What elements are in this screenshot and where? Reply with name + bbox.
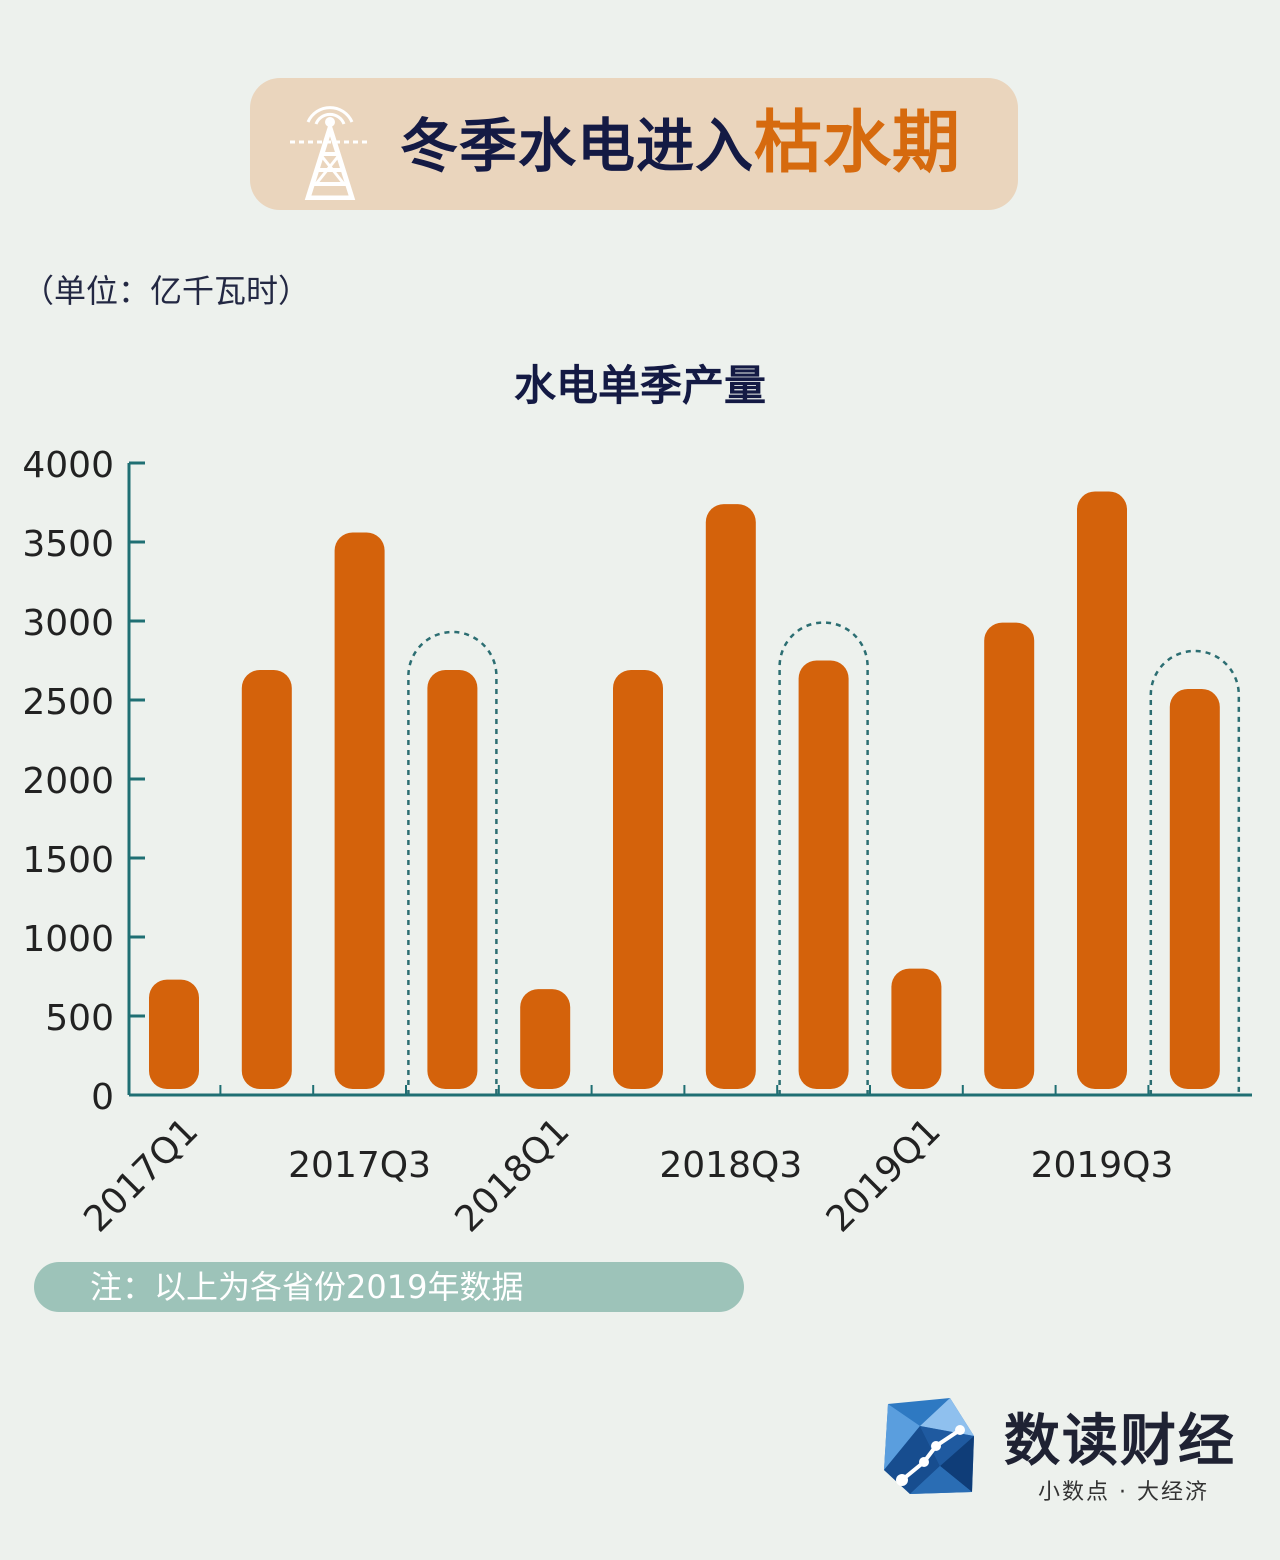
y-tick-label-0: 0: [91, 1077, 114, 1118]
x-tick-label-2017Q1: 2017Q1: [76, 1110, 206, 1240]
data-network-logo-icon: [884, 1398, 974, 1494]
y-tick-label-3000: 3000: [22, 603, 114, 644]
x-tick-label-2017Q3: 2017Q3: [288, 1145, 431, 1186]
bar-2018Q3: [705, 504, 756, 1089]
banner-title: 冬季水电进入枯水期: [400, 78, 961, 210]
brand-name: 数读财经: [1004, 1409, 1236, 1474]
brand-slogan: 小数点 · 大经济: [1038, 1480, 1209, 1505]
bar-2019Q4: [1169, 688, 1220, 1089]
y-tick-label-4000: 4000: [22, 445, 114, 486]
bar-2017Q1: [149, 979, 199, 1089]
x-tick-label-2019Q3: 2019Q3: [1031, 1145, 1174, 1186]
bar-2018Q4: [798, 660, 849, 1089]
bar-2017Q2: [241, 669, 292, 1089]
x-tick-label-2019Q1: 2019Q1: [819, 1110, 949, 1240]
brand-logo: 数读财经 小数点 · 大经济: [880, 1396, 1260, 1506]
y-tick-label-2000: 2000: [22, 761, 114, 802]
highlight-outline-2017Q4: [407, 630, 498, 1095]
x-tick-label-2018Q3: 2018Q3: [659, 1145, 802, 1186]
y-tick-label-1000: 1000: [22, 919, 114, 960]
footnote-text: 注：以上为各省份2019年数据: [90, 1268, 524, 1306]
banner-title-accent: 枯水期: [754, 104, 962, 183]
y-tick-label-3500: 3500: [22, 524, 114, 565]
bar-chart: 0 500 1000 1500 2000 2500 3000 3500 4000 2017Q1 20…: [22, 445, 1252, 1240]
highlight-outline-2018Q4: [778, 621, 869, 1095]
chart-title: 水电单季产量: [513, 361, 766, 410]
y-tick-label-1500: 1500: [22, 840, 114, 881]
footnote-pill: 注：以上为各省份2019年数据: [34, 1262, 744, 1312]
bar-2018Q2: [613, 669, 663, 1089]
bar-2019Q3: [1077, 491, 1127, 1089]
highlight-outline-2019Q4: [1149, 649, 1241, 1095]
banner-title-main: 冬季水电进入: [400, 112, 755, 180]
bar-2019Q1: [891, 968, 942, 1089]
bar-2018Q1: [520, 989, 571, 1089]
bar-2017Q4: [427, 669, 478, 1089]
y-tick-label-2500: 2500: [22, 682, 114, 723]
transmission-tower-icon: [290, 106, 370, 200]
title-banner: 冬季水电进入枯水期: [250, 78, 1018, 210]
bar-2019Q2: [984, 622, 1035, 1089]
bar-2017Q3: [334, 532, 385, 1089]
unit-label: （单位：亿千瓦时）: [22, 272, 311, 310]
x-tick-label-2018Q1: 2018Q1: [448, 1110, 578, 1240]
y-tick-label-500: 500: [45, 998, 114, 1039]
